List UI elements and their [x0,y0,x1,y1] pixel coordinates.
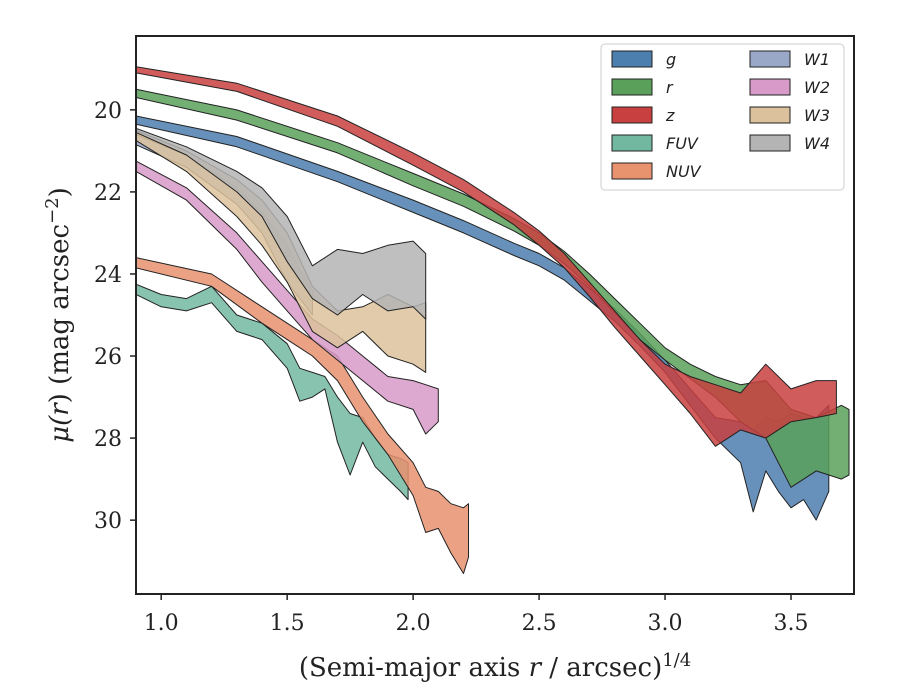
y-tick-label: 22 [94,181,122,206]
legend-swatch-z [611,106,653,124]
legend-label-fuv: FUV [666,134,699,153]
legend-label-r: r [666,78,674,97]
legend-label-nuv: NUV [666,162,702,181]
y-axis-title-close: ) [45,187,75,197]
legend-label-w4: W4 [804,134,830,153]
series-bands [136,66,850,574]
y-axis: 20 22 24 26 28 30 [94,99,136,534]
legend: grz FUV NUV W1 W2 W3 W4 [600,43,845,191]
legend-swatch-nuv [611,162,653,180]
legend-label-g: g [666,50,676,69]
legend-swatch-r [611,78,653,96]
band-r [136,88,850,488]
y-tick-label: 26 [94,345,122,370]
x-tick-label: 1.0 [144,611,179,636]
band-z [136,66,837,447]
y-axis-title-mu: μ( [45,415,75,443]
legend-swatch-g [611,50,653,68]
y-tick-label: 30 [94,509,122,534]
band-fuv [136,283,409,501]
legend-label-w1: W1 [804,50,830,69]
legend-swatch-w4 [749,134,791,152]
x-tick-label: 2.0 [396,611,431,636]
x-tick-label: 3.5 [774,611,809,636]
band-w4 [136,127,427,320]
legend-swatch-w3 [749,106,791,124]
legend-swatch-fuv [611,134,653,152]
legend-swatch-w2 [749,78,791,96]
y-axis-title: μ(r) (mag arcsec−2) [42,187,75,443]
x-axis: 1.0 1.5 2.0 2.5 3.0 3.5 [144,594,809,636]
x-axis-title-main: (Semi-major axis [299,653,529,683]
y-tick-label: 24 [94,263,122,288]
plot-frame [135,35,855,595]
x-axis-title-rest: / arcsec) [541,653,662,683]
legend-label-z: z [665,106,675,125]
y-tick-label: 20 [94,99,122,124]
x-axis-title-var: r [529,653,543,683]
x-tick-label: 1.5 [270,611,305,636]
x-tick-label: 3.0 [648,611,683,636]
legend-label-w2: W2 [804,78,830,97]
x-tick-label: 2.5 [522,611,557,636]
y-axis-title-var: r [45,402,75,416]
x-axis-title-sup: 1/4 [662,650,691,671]
y-axis-title-sup: −2 [42,197,63,224]
x-axis-title: (Semi-major axis r / arcsec)1/4 [299,650,691,683]
y-axis-title-rest: ) (mag arcsec [45,224,75,403]
band-w2 [136,160,439,435]
legend-label-w3: W3 [804,106,830,125]
y-tick-label: 28 [94,427,122,452]
legend-swatch-w1 [749,50,791,68]
